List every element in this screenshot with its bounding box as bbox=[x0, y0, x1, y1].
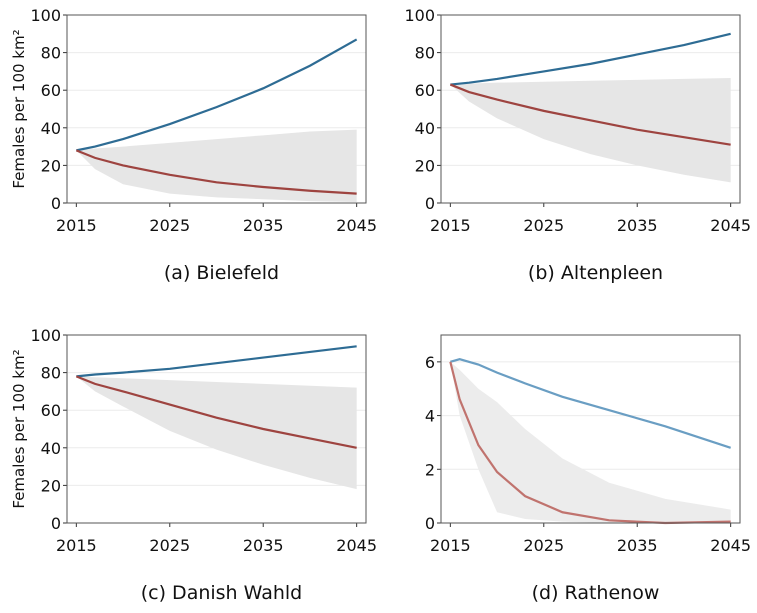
y-tick-label: 80 bbox=[41, 364, 61, 383]
x-tick-label: 2015 bbox=[430, 536, 471, 555]
y-tick-label: 20 bbox=[415, 156, 435, 175]
x-tick-label: 2015 bbox=[56, 216, 97, 235]
y-tick-label: 40 bbox=[41, 119, 61, 138]
panel: 0 20 40 60 80 100 2015 2025 2035 2045 Females per … bbox=[10, 326, 377, 604]
y-tick-label: 40 bbox=[41, 439, 61, 458]
y-tick-label: 0 bbox=[51, 514, 61, 533]
y-tick-label: 100 bbox=[404, 6, 435, 25]
series-line bbox=[449, 83, 731, 146]
y-tick-label: 6 bbox=[425, 353, 435, 372]
series-line bbox=[76, 345, 357, 378]
series-line bbox=[76, 38, 358, 152]
y-tick-label: 100 bbox=[30, 326, 61, 345]
plot-frame bbox=[440, 334, 741, 524]
uncertainty-band bbox=[76, 376, 357, 490]
y-tick-label: 40 bbox=[415, 119, 435, 138]
plot-frame bbox=[66, 334, 367, 524]
y-tick-label: 60 bbox=[415, 81, 435, 100]
x-tick-label: 2025 bbox=[149, 216, 190, 235]
x-tick-label: 2045 bbox=[710, 216, 751, 235]
y-tick-label: 60 bbox=[41, 81, 61, 100]
x-tick-label: 2035 bbox=[617, 536, 658, 555]
x-tick-label: 2025 bbox=[149, 536, 190, 555]
y-tick-label: 2 bbox=[425, 460, 435, 479]
panel-caption: (a) Bielefeld bbox=[164, 262, 279, 284]
x-tick-label: 2035 bbox=[617, 216, 658, 235]
x-tick-label: 2015 bbox=[430, 216, 471, 235]
uncertainty-band bbox=[450, 361, 731, 523]
y-tick-label: 60 bbox=[41, 401, 61, 420]
y-tick-label: 100 bbox=[30, 6, 61, 25]
plot-frame bbox=[440, 14, 741, 204]
x-tick-label: 2045 bbox=[710, 536, 751, 555]
x-tick-label: 2045 bbox=[336, 216, 377, 235]
panel-caption: (c) Danish Wahld bbox=[141, 582, 302, 604]
y-axis-label: Females per 100 km² bbox=[10, 349, 28, 508]
uncertainty-band bbox=[76, 129, 357, 203]
y-tick-label: 0 bbox=[425, 514, 435, 533]
y-tick-label: 80 bbox=[41, 44, 61, 63]
series-line bbox=[75, 375, 357, 449]
x-tick-label: 2025 bbox=[523, 536, 564, 555]
y-tick-label: 20 bbox=[41, 476, 61, 495]
series-line bbox=[450, 32, 731, 86]
y-tick-label: 20 bbox=[41, 156, 61, 175]
x-tick-label: 2015 bbox=[56, 536, 97, 555]
y-tick-label: 80 bbox=[415, 44, 435, 63]
series-line bbox=[449, 361, 731, 525]
plot-frame bbox=[66, 14, 367, 204]
y-tick-label: 0 bbox=[425, 194, 435, 213]
panel-caption: (d) Rathenow bbox=[532, 582, 660, 604]
series-line bbox=[450, 358, 731, 449]
panel: 0 2 4 6 2015 2025 2035 2045 (d) Rathenow bbox=[425, 334, 751, 604]
panel: 0 20 40 60 80 100 2015 2025 2035 2045 (b) Altenple… bbox=[404, 6, 751, 284]
x-tick-label: 2035 bbox=[243, 216, 284, 235]
x-tick-label: 2035 bbox=[243, 536, 284, 555]
y-tick-label: 0 bbox=[51, 194, 61, 213]
y-tick-label: 4 bbox=[425, 407, 435, 426]
uncertainty-band bbox=[450, 77, 731, 183]
x-tick-label: 2025 bbox=[523, 216, 564, 235]
x-tick-label: 2045 bbox=[336, 536, 377, 555]
panel: 0 20 40 60 80 100 2015 2025 2035 2045 Females per … bbox=[10, 6, 377, 284]
y-axis-label: Females per 100 km² bbox=[10, 29, 28, 188]
series-line bbox=[75, 149, 357, 195]
panel-caption: (b) Altenpleen bbox=[528, 262, 663, 284]
